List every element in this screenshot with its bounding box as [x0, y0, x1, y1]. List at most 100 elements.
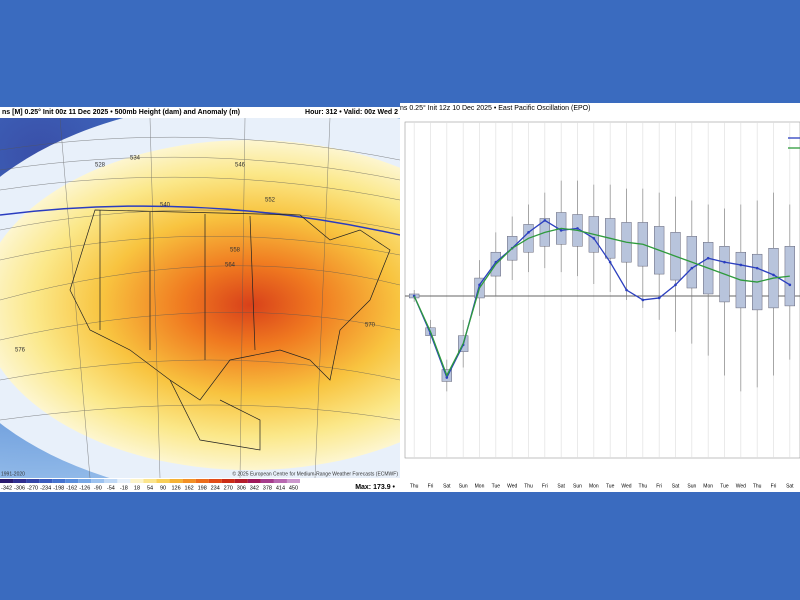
point	[772, 273, 775, 277]
x-tick-label: Wed	[507, 483, 517, 489]
point	[478, 283, 481, 287]
map-valid: Hour: 312 • Valid: 00z Wed 2	[305, 109, 398, 116]
x-tick-label: Thu	[639, 483, 648, 489]
point	[739, 263, 743, 267]
contour-label: 534	[130, 156, 141, 162]
colorbar-label: 306	[237, 485, 246, 491]
x-tick-label: Mon	[589, 483, 599, 489]
colorbar-swatch	[169, 479, 183, 483]
contour-label: 540	[160, 203, 171, 209]
contour-label: 546	[235, 163, 246, 169]
x-tick-label: Tue	[606, 483, 615, 489]
contour-label: 552	[265, 198, 276, 204]
colorbar-swatch	[78, 479, 92, 483]
point	[559, 229, 563, 232]
colorbar-label: -54	[107, 485, 115, 491]
point	[576, 227, 579, 230]
point	[445, 376, 449, 379]
map-max: Max: 173.9 •	[355, 484, 395, 491]
colorbar-label: 342	[250, 485, 259, 491]
colorbar-swatch	[195, 479, 209, 483]
colorbar-label: -162	[66, 485, 77, 491]
colorbar-label: -342	[1, 485, 12, 491]
x-tick-label: Mon	[703, 483, 713, 489]
point	[788, 283, 792, 287]
x-tick-label: Tue	[720, 483, 729, 489]
x-tick-label: Sun	[573, 483, 582, 489]
colorbar-label: 270	[224, 485, 233, 491]
colorbar-swatch	[273, 479, 287, 483]
colorbar-label: 90	[160, 485, 166, 491]
chart-title: ns 0.25° Init 12z 10 Dec 2025 • East Pac…	[400, 104, 590, 112]
contour-label: 564	[225, 263, 236, 269]
point	[527, 231, 530, 234]
chart-panel	[400, 103, 800, 492]
x-tick-label: Fri	[656, 483, 662, 489]
x-tick-label: Sun	[459, 483, 468, 489]
x-tick-label: Thu	[753, 483, 762, 489]
colorbar-swatch	[91, 479, 105, 483]
colorbar-swatch	[39, 479, 53, 483]
colorbar-label: 18	[134, 485, 140, 491]
colorbar-swatch	[247, 479, 261, 483]
colorbar-label: 378	[263, 485, 272, 491]
x-tick-label: Sat	[557, 483, 565, 489]
colorbar-swatch	[52, 479, 66, 483]
x-tick-label: Sat	[672, 483, 680, 489]
series-line	[413, 227, 790, 378]
point	[706, 256, 710, 260]
colorbar-swatch	[208, 479, 222, 483]
colorbar-swatch	[13, 479, 27, 483]
map-note: 1991-2020	[1, 471, 25, 477]
point	[543, 219, 547, 222]
contour-label: 558	[230, 248, 241, 254]
colorbar-label: -90	[94, 485, 102, 491]
point	[641, 298, 645, 302]
colorbar-swatch	[221, 479, 235, 483]
colorbar-label: 414	[276, 485, 285, 491]
colorbar-swatch	[234, 479, 248, 483]
x-tick-label: Fri	[428, 483, 434, 489]
colorbar-swatch	[65, 479, 79, 483]
contour-label: 576	[15, 348, 26, 354]
x-tick-label: Sun	[687, 483, 696, 489]
series-line	[413, 219, 791, 380]
colorbar-swatch	[182, 479, 196, 483]
colorbar-label: -234	[40, 485, 51, 491]
contour-label: 528	[95, 163, 106, 169]
colorbar-swatch	[104, 479, 118, 483]
colorbar-label: 234	[211, 485, 220, 491]
plot-frame	[404, 121, 800, 459]
map	[0, 118, 400, 478]
point	[608, 260, 612, 264]
colorbar-label: -198	[53, 485, 64, 491]
colorbar-swatch	[130, 479, 144, 483]
x-tick-label: Thu	[410, 483, 419, 489]
x-tick-label: Wed	[621, 483, 631, 489]
colorbar-swatch	[117, 479, 131, 483]
x-tick-label: Sat	[786, 483, 794, 489]
point	[592, 237, 596, 240]
point	[625, 288, 628, 292]
point	[755, 266, 759, 270]
contour-label: 570	[365, 323, 376, 329]
colorbar-label: 198	[198, 485, 207, 491]
colorbar-swatch	[286, 479, 300, 483]
colorbar-label: 54	[147, 485, 153, 491]
point	[690, 266, 694, 270]
colorbar-label: -306	[14, 485, 25, 491]
colorbar-swatch	[156, 479, 170, 483]
x-tick-label: Mon	[475, 483, 485, 489]
colorbar-swatch	[26, 479, 40, 483]
point	[657, 296, 661, 300]
colorbar-label: -270	[27, 485, 38, 491]
x-tick-label: Fri	[542, 483, 548, 489]
x-tick-label: Sat	[443, 483, 451, 489]
point	[723, 260, 726, 264]
colorbar-label: 126	[171, 485, 180, 491]
colorbar-label: 450	[289, 485, 298, 491]
colorbar-label: 162	[185, 485, 194, 491]
x-tick-label: Wed	[736, 483, 746, 489]
colorbar-swatch	[260, 479, 274, 483]
